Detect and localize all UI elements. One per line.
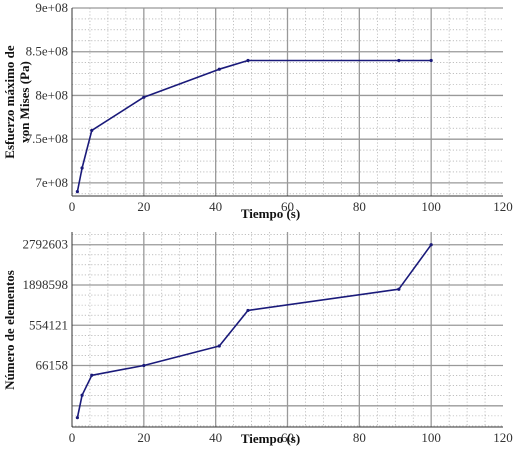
x-tick-label: 0 <box>69 430 76 445</box>
data-point <box>90 128 94 133</box>
grid <box>72 232 503 427</box>
x-axis-label: Tiempo (s) <box>241 206 300 221</box>
series-line <box>76 244 432 418</box>
data-point <box>142 95 146 99</box>
x-tick-label: 60 <box>281 430 294 445</box>
y-tick-label: 2792603 <box>23 237 69 252</box>
data-point <box>80 166 84 170</box>
data-point <box>75 190 79 194</box>
x-axis-label: Tiempo (s) <box>241 431 300 446</box>
data-point <box>397 58 401 63</box>
y-tick-label: 554121 <box>29 317 68 332</box>
y-tick-label: 9e+08 <box>35 0 68 15</box>
data-point <box>75 416 79 420</box>
series-line <box>76 59 432 192</box>
x-tick-label: 100 <box>421 199 441 214</box>
data-point <box>429 58 433 63</box>
data-point <box>429 243 433 247</box>
data-point <box>217 67 221 71</box>
data-point <box>246 308 250 313</box>
y-tick-label: 8e+08 <box>35 87 68 102</box>
y-axis-label: Número de elementos <box>2 270 17 390</box>
x-tick-label: 120 <box>493 430 513 445</box>
chart-panel-stress: 0 20 40 60 80 100 120 7e+08 7.5e+08 8e+08 8.5e+08 9… <box>2 0 513 221</box>
x-tick-label: 0 <box>69 199 76 214</box>
data-point <box>246 58 250 63</box>
grid <box>72 7 503 196</box>
y-axis-label: von Mises (Pa) <box>17 61 32 143</box>
data-point <box>397 287 401 291</box>
x-tick-label: 80 <box>353 199 366 214</box>
y-axis-label: Esfuerzo máximo de <box>2 45 17 159</box>
data-point <box>80 393 84 397</box>
x-tick-label: 100 <box>421 430 441 445</box>
x-tick-label: 60 <box>281 199 294 214</box>
x-tick-label: 20 <box>137 199 150 214</box>
y-tick-label: 1898598 <box>23 277 69 292</box>
x-tick-label: 120 <box>493 199 513 214</box>
y-tick-label: 66158 <box>36 358 69 373</box>
x-tick-label: 80 <box>353 430 366 445</box>
y-tick-label: 8.5e+08 <box>26 44 68 59</box>
data-point <box>217 344 221 348</box>
x-tick-label: 40 <box>209 199 222 214</box>
chart-panel-elements: 0 20 40 60 80 100 120 66158 554121 1898598 2792603… <box>2 232 513 446</box>
data-point <box>142 363 146 368</box>
y-tick-label: 7e+08 <box>35 175 68 190</box>
x-tick-label: 40 <box>209 430 222 445</box>
data-point <box>90 373 94 377</box>
x-tick-label: 20 <box>137 430 150 445</box>
y-tick-label: 7.5e+08 <box>26 131 68 146</box>
